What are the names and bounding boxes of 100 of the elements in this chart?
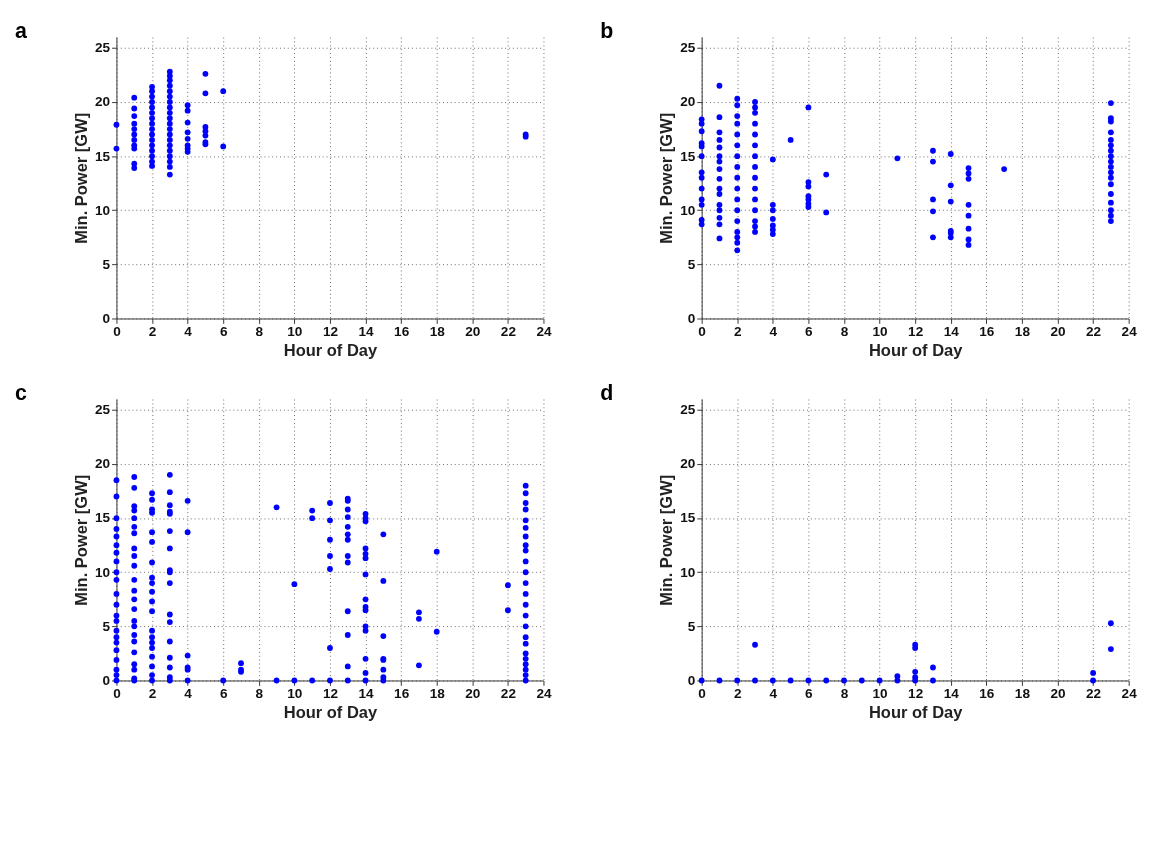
point [752,641,758,648]
y-tick-label: 15 [680,510,696,526]
x-tick-label: 24 [1121,686,1138,702]
x-tick-label: 4 [184,686,193,702]
point [930,664,936,671]
point [858,677,865,684]
x-tick-label: 14 [943,324,960,340]
y-axis-title: Min. Power [GW] [657,112,676,244]
x-tick-label: 0 [113,324,121,340]
y-tick-label: 25 [680,40,696,56]
x-tick-label: 20 [1050,324,1066,340]
x-tick-label: 6 [805,686,814,702]
y-tick-label: 20 [680,456,696,472]
x-tick-label: 0 [698,324,706,340]
point [716,677,723,684]
x-tick-label: 10 [872,324,888,340]
chart-title: d [600,381,614,406]
x-tick-label: 18 [429,324,446,340]
y-tick-label: 0 [102,310,111,326]
x-tick-label: 12 [908,686,924,702]
x-tick-label: 16 [979,686,995,702]
x-tick-label: 24 [536,686,552,702]
x-tick-label: 16 [979,324,995,340]
y-tick-label: 0 [687,310,696,326]
x-tick-label: 2 [148,324,157,340]
x-tick-label: 22 [1086,686,1102,702]
x-tick-label: 22 [1086,324,1102,340]
y-tick-label: 0 [687,672,696,688]
x-tick-label: 20 [1050,686,1066,702]
y-axis-title: Min. Power [GW] [72,474,91,606]
y-tick-label: 10 [95,564,111,580]
y-tick-label: 10 [95,202,111,218]
x-tick-label: 12 [322,686,339,702]
x-tick-label: 10 [872,686,888,702]
x-tick-label: 0 [698,686,706,702]
y-tick-label: 20 [680,94,696,110]
x-tick-label: 22 [500,324,517,340]
chart-title: a [14,19,27,44]
x-tick-label: 2 [733,686,742,702]
x-tick-label: 6 [219,324,228,340]
point [912,641,919,648]
x-tick-label: 24 [1121,324,1138,340]
x-tick-label: 4 [184,324,193,340]
x-tick-label: 20 [465,324,481,340]
point [894,673,901,680]
x-tick-label: 18 [1014,686,1031,702]
y-tick-label: 20 [95,94,111,110]
y-tick-label: 15 [680,148,696,164]
x-tick-label: 18 [1014,324,1031,340]
y-tick-label: 15 [95,510,111,526]
point [930,677,936,684]
x-tick-label: 8 [840,686,849,702]
x-tick-label: 6 [219,686,228,702]
x-tick-label: 16 [394,686,410,702]
x-tick-label: 14 [358,686,375,702]
point [912,668,919,675]
x-tick-label: 16 [394,324,410,340]
x-axis-title: Hour of Day [868,702,964,721]
x-axis-title: Hour of Day [868,340,964,359]
y-tick-label: 10 [680,564,696,580]
y-tick-label: 25 [680,402,696,418]
y-tick-label: 5 [687,618,696,634]
x-tick-label: 4 [769,324,778,340]
x-tick-label: 6 [805,324,814,340]
chart-title: b [600,19,614,44]
x-tick-label: 14 [943,686,960,702]
y-tick-label: 5 [102,256,111,272]
point [823,677,830,684]
y-tick-label: 5 [687,256,696,272]
x-tick-label: 4 [769,686,778,702]
x-tick-label: 10 [287,324,303,340]
chart-title: c [14,381,27,406]
y-tick-label: 20 [95,456,111,472]
point [1090,670,1097,676]
x-axis-title: Hour of Day [283,340,378,359]
x-tick-label: 8 [255,324,264,340]
point [787,677,794,684]
point [1107,620,1114,627]
x-tick-label: 22 [500,686,517,702]
x-tick-label: 8 [255,686,264,702]
x-tick-label: 10 [287,686,303,702]
y-axis-title: Min. Power [GW] [72,112,91,244]
x-tick-label: 18 [429,686,446,702]
x-tick-label: 2 [733,324,742,340]
y-tick-label: 25 [95,402,111,418]
x-tick-label: 20 [465,686,481,702]
y-tick-label: 15 [95,148,111,164]
x-axis-title: Hour of Day [283,702,378,721]
x-tick-label: 12 [322,324,339,340]
y-axis-title: Min. Power [GW] [657,474,676,606]
point [752,677,758,684]
point [1107,646,1114,653]
x-tick-label: 24 [536,324,552,340]
y-tick-label: 5 [102,618,111,634]
x-tick-label: 8 [840,324,849,340]
x-tick-label: 12 [908,324,924,340]
y-tick-label: 0 [102,672,111,688]
y-tick-label: 10 [680,202,696,218]
x-tick-label: 14 [358,324,375,340]
y-tick-label: 25 [95,40,111,56]
